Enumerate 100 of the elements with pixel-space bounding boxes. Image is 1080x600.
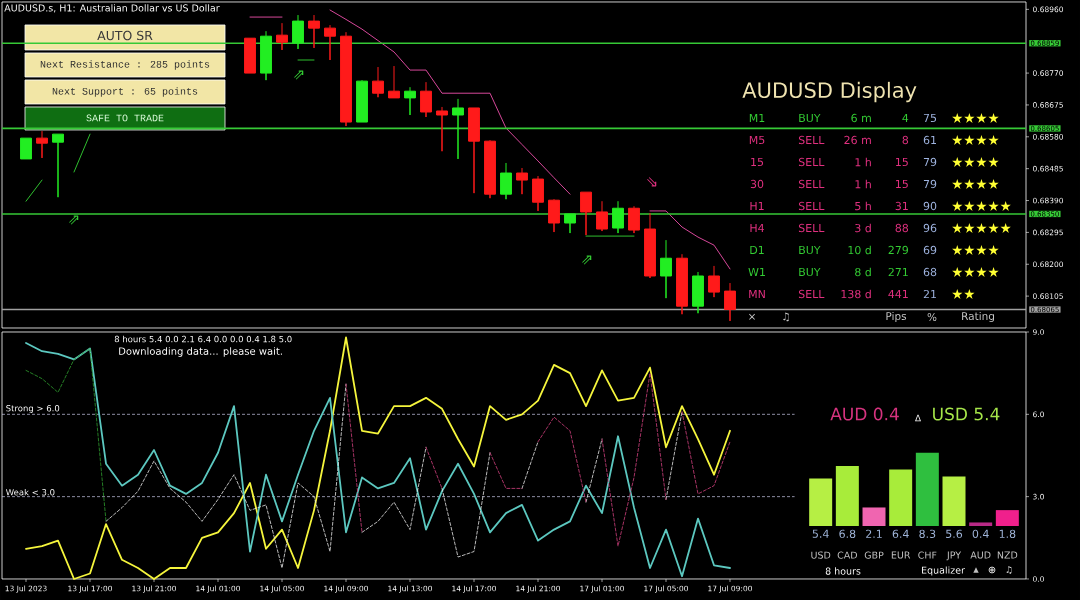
annotation: 10 d [848,245,871,255]
bar [889,469,913,526]
annotation: ⊕ [988,566,996,574]
annotation: 61 [923,135,936,145]
annotation: ♫ [783,312,789,322]
annotation: 21 [923,289,936,299]
candlestick [388,65,400,99]
text: AUTO SR [97,30,153,41]
candlestick [436,106,448,152]
annotation: 90 [923,201,937,211]
annotation: 75 [923,113,937,123]
bar [969,522,993,526]
data-label: 1.8 [999,529,1016,538]
candlestick [644,212,656,279]
candlestick [404,86,416,116]
annotation: Next Support : 65 points [52,87,198,97]
annotation: SELL [798,179,825,189]
candlestick [276,22,288,51]
annotation: 26 m [844,135,871,145]
category-label: MN [749,289,765,298]
annotation: ♫ [1006,566,1012,574]
annotation: 3 d [855,223,871,233]
bar [995,510,1019,526]
annotation: BUY [799,245,821,255]
annotation: ★★★★ [952,113,999,123]
data-label: 6.4 [892,529,909,538]
annotation: 279 [888,245,909,255]
candlestick [484,139,496,199]
x-tick-label: CHF [918,551,937,559]
annotation: 15 [896,157,908,167]
annotation: ★★★★ [952,157,999,167]
annotation: AUD 0.4 [830,407,899,421]
category-label: M5 [749,135,765,145]
candlestick [20,137,32,160]
annotation: 4 [902,113,909,122]
annotation: ★★★★ [952,267,999,277]
chart-title: AUDUSD.s, H1: Australian Dollar vs US Dollar [4,4,220,13]
annotation: Next Resistance : 285 points [40,60,210,70]
bar [862,507,886,526]
annotation: 271 [888,267,908,277]
annotation: 8 hours [825,567,861,575]
annotation: × [749,313,755,320]
data-label: 8.3 [919,529,936,538]
bar [915,452,939,526]
annotation: 8 [902,135,909,145]
annotation: BUY [799,113,821,123]
annotation: 8 d [855,267,871,277]
candlestick [500,162,512,200]
candlestick [372,66,384,98]
candlestick [244,37,256,74]
annotation: 79 [923,157,937,167]
annotation: Rating [962,311,995,323]
annotation: ⇗ [294,70,304,80]
ref-line-label: Strong > 6.0 [6,405,60,414]
annotation: 138 d [841,289,871,299]
annotation: 96 [923,223,937,233]
annotation: 15 [896,179,908,189]
candlestick [564,213,576,234]
category-label: H4 [750,223,765,232]
candlestick [468,107,480,194]
x-tick-label: EUR [891,551,911,559]
data-label: 6.8 [839,529,856,538]
annotation: ⇗ [69,215,79,225]
annotation: SAFE TO TRADE [86,114,164,122]
annotation: % [927,313,937,321]
ref-line-label: Weak < 3.0 [5,488,55,496]
candlestick [420,81,432,118]
data-label: 5.4 [812,529,829,538]
candlestick [36,130,48,159]
annotation: BUY [799,267,821,277]
data-label: 2.1 [866,529,882,538]
candlestick [612,200,624,234]
annotation: ⇘ [647,177,657,187]
candlestick [580,191,592,236]
annotation: USD 5.4 [933,407,1000,421]
annotation: 79 [923,179,937,189]
x-tick-label: JPY [946,551,962,561]
candlestick [340,31,352,127]
data-label: 5.6 [946,529,963,538]
annotation: SELL [798,289,825,299]
category-label: M1 [749,113,765,122]
annotation: ★★★★★ [952,223,1011,233]
bar [835,466,859,526]
candlestick [628,205,640,234]
category-label: W1 [748,267,765,276]
candlestick [724,282,736,322]
x-tick-label: AUD [970,551,991,559]
annotation: 441 [888,289,908,298]
annotation: Downloading data... please wait. [119,347,282,357]
annotation: Equalizer [922,566,965,576]
candlestick [260,30,272,81]
candlestick [548,198,560,233]
candlestick [708,265,720,298]
annotation: ★★★★ [952,135,999,145]
candlestick [52,133,64,198]
category-label: 30 [750,179,764,189]
annotation: ⇗ [582,255,592,265]
bar [942,476,966,526]
annotation: 68 [923,267,937,277]
data-label: 0.4 [972,529,989,538]
